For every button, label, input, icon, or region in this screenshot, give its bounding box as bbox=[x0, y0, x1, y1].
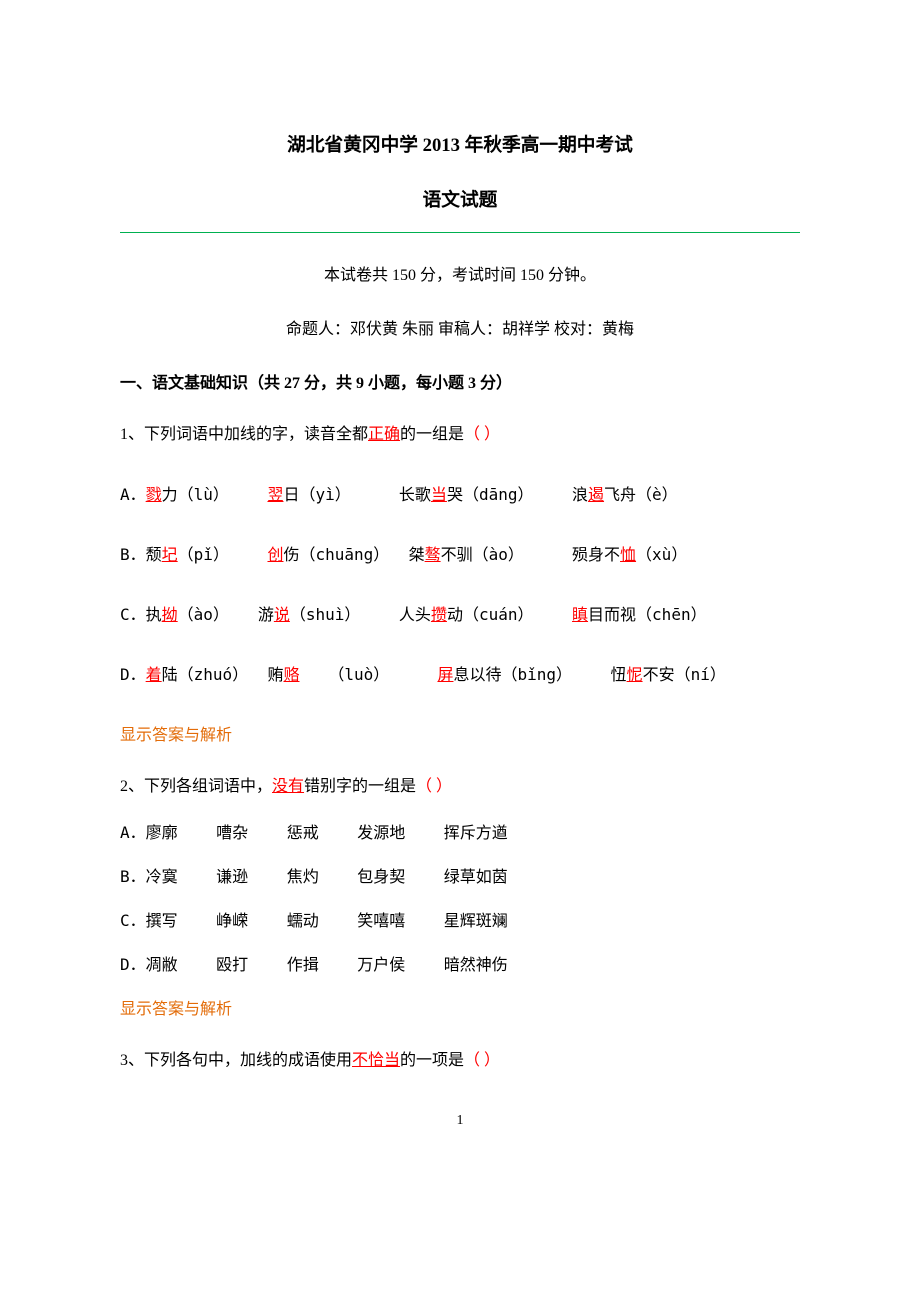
q1c-p3u: 攒 bbox=[431, 605, 447, 624]
page-number: 1 bbox=[120, 1113, 800, 1129]
q3-stem-post: 的一项是 bbox=[400, 1052, 464, 1069]
q1-stem-post: 的一组是 bbox=[400, 426, 464, 443]
q1c-p4post: 目而视（chēn） bbox=[588, 605, 707, 624]
q2-stem-pre: 2、下列各组词语中， bbox=[120, 778, 272, 795]
q2-blank: （ ） bbox=[416, 778, 452, 795]
authors-line: 命题人：邓伏黄 朱丽 审稿人：胡祥学 校对：黄梅 bbox=[120, 315, 800, 339]
q1b-p1u: 圮 bbox=[162, 545, 178, 564]
q1d-p3u: 屏 bbox=[437, 665, 453, 684]
q3-stem: 3、下列各句中，加线的成语使用不恰当的一项是（ ） bbox=[120, 1049, 800, 1073]
q1c-p1post: （ào） 游 bbox=[178, 605, 274, 624]
q1b-p2post: 伤（chuāng） 桀 bbox=[284, 545, 425, 564]
q1a-p4post: 飞舟（è） bbox=[604, 485, 678, 504]
q1d-p4u: 怩 bbox=[627, 665, 643, 684]
q1c-label: C． bbox=[120, 605, 146, 624]
q1-stem-keyword: 正确 bbox=[368, 426, 400, 443]
q1a-label: A． bbox=[120, 485, 146, 504]
q2-option-d: D．凋敝 殴打 作揖 万户侯 暗然神伤 bbox=[120, 951, 800, 975]
q1d-p2u: 赂 bbox=[283, 665, 299, 684]
q3-blank: （ ） bbox=[464, 1052, 500, 1069]
q1d-p2post: （luò） bbox=[299, 665, 437, 684]
q1a-p2u: 翌 bbox=[267, 485, 283, 504]
q1a-p4u: 遏 bbox=[588, 485, 604, 504]
q1d-p3post: 息以待（bǐng） 忸 bbox=[453, 665, 626, 684]
score-time-info: 本试卷共 150 分，考试时间 150 分钟。 bbox=[120, 261, 800, 285]
show-answer-link-1[interactable]: 显示答案与解析 bbox=[120, 721, 800, 745]
q1c-p3post: 动（cuán） bbox=[447, 605, 572, 624]
q1-option-b: B．颓圮（pǐ） 创伤（chuāng） 桀骜不驯（ào） 殒身不恤（xù） bbox=[120, 541, 800, 565]
q1d-label: D． bbox=[120, 665, 146, 684]
q2-stem-post: 错别字的一组是 bbox=[304, 778, 416, 795]
q3-stem-pre: 3、下列各句中，加线的成语使用 bbox=[120, 1052, 352, 1069]
q1-stem: 1、下列词语中加线的字，读音全都正确的一组是（ ） bbox=[120, 423, 800, 447]
exam-title: 湖北省黄冈中学 2013 年秋季高一期中考试 bbox=[120, 130, 800, 157]
q1a-p2post: 日（yì） 长歌 bbox=[283, 485, 430, 504]
q1-blank: （ ） bbox=[464, 426, 500, 443]
q2-option-b: B．冷寞 谦逊 焦灼 包身契 绿草如茵 bbox=[120, 863, 800, 887]
q1-option-a: A．戮力（lù） 翌日（yì） 长歌当哭（dāng） 浪遏飞舟（è） bbox=[120, 481, 800, 505]
q1-stem-pre: 1、下列词语中加线的字，读音全都 bbox=[120, 426, 368, 443]
q1b-p2u: 创 bbox=[267, 545, 283, 564]
green-divider bbox=[120, 232, 800, 233]
q1c-p1pre: 执 bbox=[146, 605, 162, 624]
q1c-p2post: （shuì） 人头 bbox=[290, 605, 431, 624]
q1b-p4u: 恤 bbox=[620, 545, 636, 564]
q2-stem: 2、下列各组词语中，没有错别字的一组是（ ） bbox=[120, 775, 800, 799]
q2-option-a: A．廖廓 嘈杂 惩戒 发源地 挥斥方遒 bbox=[120, 819, 800, 843]
q2-stem-keyword: 没有 bbox=[272, 778, 304, 795]
document-page: 湖北省黄冈中学 2013 年秋季高一期中考试 语文试题 本试卷共 150 分，考… bbox=[0, 0, 920, 1169]
q1c-p4u: 瞋 bbox=[572, 605, 588, 624]
q1b-p3u: 骜 bbox=[425, 545, 441, 564]
q1a-p3post: 哭（dāng） 浪 bbox=[447, 485, 588, 504]
q1b-p4post: （xù） bbox=[636, 545, 687, 564]
q1a-p3u: 当 bbox=[431, 485, 447, 504]
q1d-p1u: 着 bbox=[146, 665, 162, 684]
q1b-label: B． bbox=[120, 545, 146, 564]
section-header-1: 一、语文基础知识（共 27 分，共 9 小题，每小题 3 分） bbox=[120, 369, 800, 393]
q1b-p1pre: 颓 bbox=[146, 545, 162, 564]
q1b-p1post: （pǐ） bbox=[178, 545, 268, 564]
q3-stem-keyword: 不恰当 bbox=[352, 1052, 400, 1069]
exam-subtitle: 语文试题 bbox=[120, 185, 800, 212]
q1-option-c: C．执拗（ào） 游说（shuì） 人头攒动（cuán） 瞋目而视（chēn） bbox=[120, 601, 800, 625]
q1c-p2u: 说 bbox=[274, 605, 290, 624]
q1a-p1post: 力（lù） bbox=[162, 485, 268, 504]
q1c-p1u: 拗 bbox=[162, 605, 178, 624]
q1a-p1u: 戮 bbox=[146, 485, 162, 504]
q1d-p4post: 不安（ní） bbox=[643, 665, 726, 684]
show-answer-link-2[interactable]: 显示答案与解析 bbox=[120, 995, 800, 1019]
q1d-p1post: 陆（zhuó） 贿 bbox=[162, 665, 284, 684]
q1b-p3post: 不驯（ào） 殒身不 bbox=[441, 545, 620, 564]
q1-option-d: D．着陆（zhuó） 贿赂 （luò） 屏息以待（bǐng） 忸怩不安（ní） bbox=[120, 661, 800, 685]
q2-option-c: C．撰写 峥嵘 蠕动 笑嘻嘻 星辉斑斓 bbox=[120, 907, 800, 931]
